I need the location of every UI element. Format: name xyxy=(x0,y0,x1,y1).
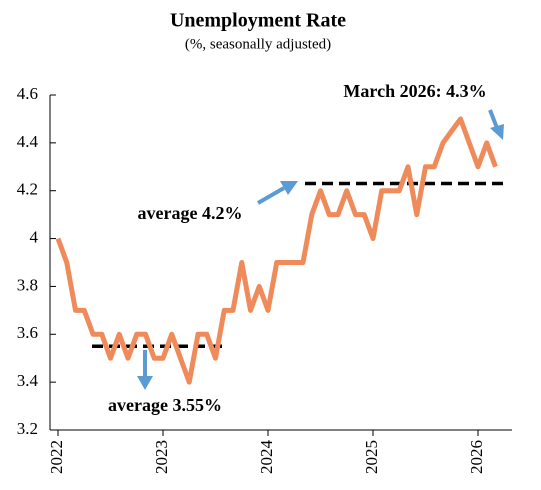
average-label: average 3.55% xyxy=(108,395,222,415)
x-tick-label: 2023 xyxy=(152,440,171,474)
arrow-head xyxy=(280,181,298,195)
annotation: March 2026: 4.3% xyxy=(343,81,486,101)
y-tick-label: 3.2 xyxy=(17,419,38,438)
y-tick-label: 4 xyxy=(30,227,39,246)
y-tick-label: 3.8 xyxy=(17,275,38,294)
y-tick-label: 3.6 xyxy=(17,323,38,342)
y-tick-label: 4.4 xyxy=(17,132,39,151)
average-label: average 4.2% xyxy=(138,203,243,223)
data-line xyxy=(55,116,498,385)
x-tick-label: 2024 xyxy=(257,440,276,475)
chart-subtitle: (%, seasonally adjusted) xyxy=(185,36,331,52)
y-tick-label: 3.4 xyxy=(17,371,39,390)
x-tick-label: 2026 xyxy=(467,440,486,474)
x-tick-label: 2022 xyxy=(47,440,66,474)
y-tick-label: 4.6 xyxy=(17,84,38,103)
y-tick-label: 4.2 xyxy=(17,180,38,199)
arrow-head xyxy=(490,124,504,140)
arrow xyxy=(257,186,285,205)
arrow-head xyxy=(137,376,153,390)
arrow xyxy=(488,109,499,129)
arrows xyxy=(137,109,504,390)
chart-title: Unemployment Rate xyxy=(170,10,346,32)
x-tick-label: 2025 xyxy=(362,440,381,474)
